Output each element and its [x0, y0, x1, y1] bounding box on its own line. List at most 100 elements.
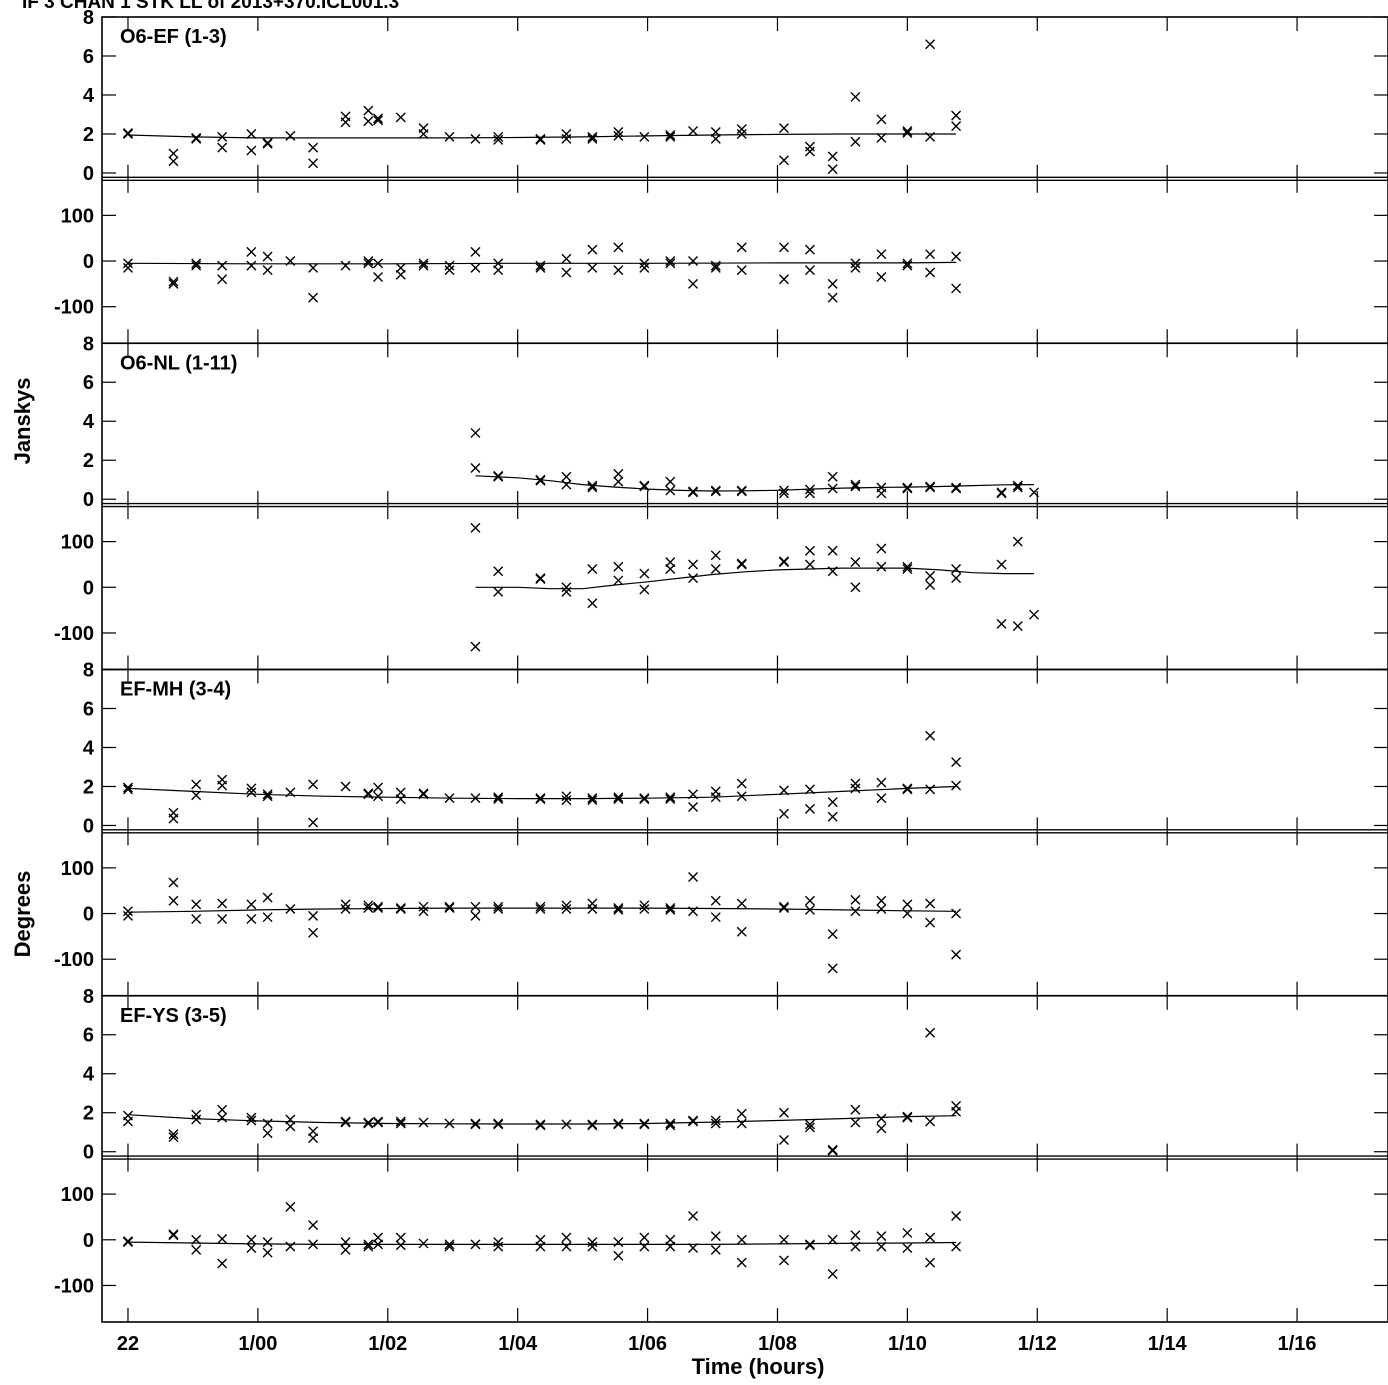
amplitude-point: [470, 1118, 481, 1129]
x-tick-label: 1/14: [1148, 1333, 1188, 1355]
phase-point: [827, 1234, 838, 1245]
amplitude-point: [613, 792, 624, 803]
amplitude-point: [876, 793, 887, 804]
phase-point: [876, 272, 887, 283]
amplitude-point: [587, 1119, 598, 1130]
amplitude-point: [876, 114, 887, 125]
phase-point: [191, 1244, 202, 1255]
phase-point: [778, 1234, 789, 1245]
amp-y-tick-label: 8: [83, 660, 94, 682]
phase-point: [470, 246, 481, 257]
phase-point: [688, 906, 699, 917]
phase-point: [951, 564, 962, 575]
x-tick-label: 1/04: [498, 1333, 538, 1355]
phase-point: [122, 910, 133, 921]
phase-point: [246, 914, 257, 925]
phase-point: [493, 566, 504, 577]
phase-point: [395, 903, 406, 914]
baseline-label: O6-EF (1-3): [120, 26, 227, 48]
baseline-panel: 0 2 4 6 8 -100 0 100 EF-YS (3-5): [54, 986, 1388, 1323]
phase-point: [996, 559, 1007, 570]
phase-point: [710, 895, 721, 906]
amplitude-point: [493, 131, 504, 142]
phase-y-tick-label: 100: [61, 858, 94, 880]
amplitude-point: [191, 1109, 202, 1120]
phase-point: [736, 242, 747, 253]
amplitude-point: [804, 146, 815, 157]
phase-point: [561, 900, 572, 911]
phase-point: [736, 558, 747, 569]
amplitude-point: [850, 479, 861, 490]
amp-y-tick-label: 2: [83, 776, 94, 798]
amplitude-point: [262, 789, 273, 800]
phase-point: [561, 582, 572, 593]
amplitude-point: [561, 791, 572, 802]
phase-fit-line: [475, 567, 1034, 590]
amplitude-point: [246, 128, 257, 139]
phase-point: [688, 1243, 699, 1254]
phase-point: [561, 903, 572, 914]
amplitude-point: [122, 1116, 133, 1127]
phase-point: [613, 904, 624, 915]
phase-point: [308, 1239, 319, 1250]
phase-point: [951, 283, 962, 294]
amplitude-point: [613, 794, 624, 805]
amplitude-point: [876, 1123, 887, 1134]
phase-point: [688, 559, 699, 570]
phase-point: [850, 557, 861, 568]
amplitude-point: [418, 788, 429, 799]
amplitude-point: [470, 133, 481, 144]
amplitude-point: [827, 151, 838, 162]
phase-point: [778, 274, 789, 285]
phase-point: [373, 901, 384, 912]
amplitude-point: [535, 474, 546, 485]
amplitude-point: [444, 131, 455, 142]
amplitude-point: [925, 39, 936, 50]
amplitude-point: [1012, 482, 1023, 493]
phase-point: [778, 556, 789, 567]
amplitude-point: [951, 1100, 962, 1111]
phase-point: [710, 1231, 721, 1242]
amplitude-point: [951, 757, 962, 768]
phase-point: [340, 903, 351, 914]
phase-point: [736, 1257, 747, 1268]
phase-point: [262, 1247, 273, 1258]
amplitude-point: [736, 128, 747, 139]
amplitude-point: [470, 427, 481, 438]
phase-point: [850, 258, 861, 269]
phase-point: [308, 927, 319, 938]
x-tick-label: 1/00: [238, 1333, 277, 1355]
amplitude-point: [902, 1111, 913, 1122]
phase-point: [951, 908, 962, 919]
phase-point: [262, 892, 273, 903]
amplitude-point: [262, 791, 273, 802]
x-tick-label: 1/10: [888, 1333, 927, 1355]
amplitude-point: [710, 786, 721, 797]
amplitude-point: [827, 471, 838, 482]
amplitude-point: [902, 126, 913, 137]
phase-point: [373, 258, 384, 269]
phase-point: [587, 903, 598, 914]
amplitude-point: [285, 787, 296, 798]
amplitude-point: [925, 481, 936, 492]
phase-point: [168, 895, 179, 906]
amplitude-point: [168, 807, 179, 818]
amplitude-point: [710, 485, 721, 496]
amplitude-point: [827, 164, 838, 175]
phase-point: [639, 900, 650, 911]
phase-point: [876, 1241, 887, 1252]
amplitude-point: [395, 112, 406, 123]
phase-point: [587, 262, 598, 273]
amplitude-point: [285, 130, 296, 141]
amplitude-point: [902, 783, 913, 794]
phase-point: [778, 242, 789, 253]
phase-point: [688, 256, 699, 267]
phase-point: [902, 258, 913, 269]
phase-point: [535, 262, 546, 273]
amplitude-point: [363, 116, 374, 127]
amplitude-point: [850, 136, 861, 147]
phase-point: [217, 914, 228, 925]
phase-point: [373, 903, 384, 914]
amplitude-point: [444, 1118, 455, 1129]
